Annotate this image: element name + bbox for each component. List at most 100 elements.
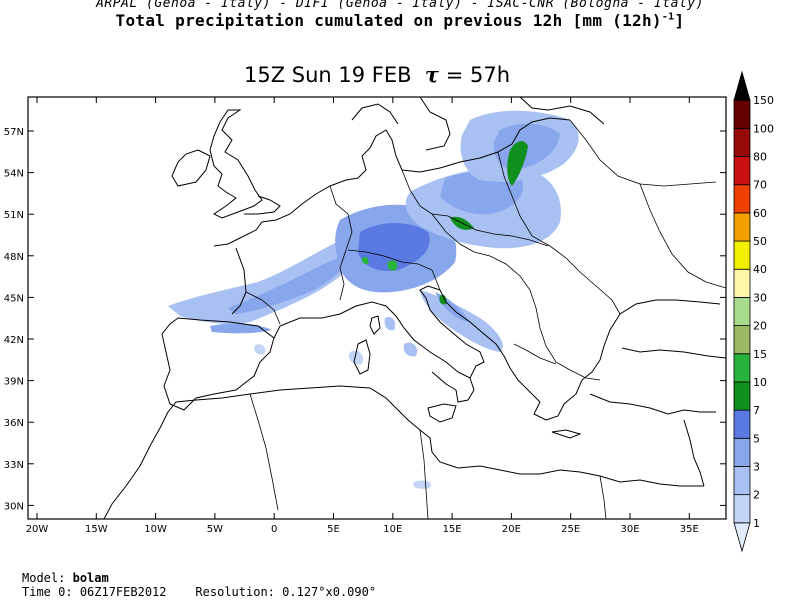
footer-model: Model: bolam: [22, 571, 109, 585]
precip-core-france: [228, 256, 346, 314]
precip-green-alps: [387, 260, 398, 271]
border-alps: [347, 249, 441, 291]
lon-label: 15E: [443, 524, 462, 535]
colorbar-segment: [733, 409, 751, 439]
axis-ticks: [28, 97, 726, 519]
lat-label: 51N: [4, 210, 24, 221]
colorbar-segment: [733, 127, 751, 157]
precip-green-swiss: [361, 256, 369, 265]
precip-adriatic: [420, 290, 503, 352]
coast-gulf-finland: [519, 97, 605, 125]
lon-label: 5W: [207, 524, 223, 535]
coast-italy-east: [419, 285, 485, 379]
coast-great-britain: [209, 109, 263, 219]
colorbar: 1 2 3 5 7 10 15 20 30 40 50 60 70 80 100 150: [733, 70, 774, 553]
coastlines: [103, 97, 726, 519]
colorbar-segment: [733, 381, 751, 411]
colorbar-label: 10: [753, 376, 767, 389]
border-france-germany-italy: [329, 185, 353, 301]
lat-label: 45N: [4, 293, 24, 304]
coast-north-sea: [213, 147, 371, 247]
colorbar-segment: [733, 156, 751, 186]
map-frame: [27, 96, 727, 520]
precip-green-baltic: [507, 141, 528, 186]
valid-time-title: 15Z Sun 19 FEB τ = 57h: [243, 62, 511, 87]
footer-run-info: Time 0: 06Z17FEB2012 Resolution: 0.127°x…: [22, 585, 377, 599]
colorbar-segment: [733, 494, 751, 524]
coast-norway-south: [351, 103, 399, 125]
coast-north-africa: [167, 385, 704, 487]
map-background: [28, 97, 726, 519]
colorbar-label: 7: [753, 404, 760, 417]
longitude-labels: 20W 15W 10W 5W 0 5E 10E 15E 20E 25E 30E 35E: [26, 524, 699, 535]
colorbar-label: 70: [753, 179, 767, 192]
lon-label: 5E: [327, 524, 340, 535]
lon-label: 25E: [561, 524, 580, 535]
border-libya-egypt: [599, 475, 607, 519]
lat-label: 54N: [4, 169, 24, 180]
coast-balkans: [439, 289, 601, 421]
coast-ireland: [171, 149, 211, 187]
precip-corsica: [384, 316, 396, 331]
colorbar-label: 20: [753, 320, 767, 333]
colorbar-segment: [733, 99, 751, 129]
lat-label: 42N: [4, 335, 24, 346]
coast-crete: [551, 429, 582, 439]
lon-label: 30E: [620, 524, 639, 535]
border-france-spain: [245, 291, 281, 325]
colorbar-segment: [733, 437, 751, 467]
colorbar-segment: [733, 353, 751, 383]
precip-sardinia: [348, 350, 364, 365]
coast-turkey-south: [589, 393, 716, 415]
lat-label: 30N: [4, 501, 24, 512]
precip-iberia-patch: [254, 344, 266, 355]
precip-alps-core: [358, 223, 430, 272]
coast-italy-west: [339, 301, 475, 403]
coast-levant: [683, 419, 705, 487]
lat-label: 48N: [4, 252, 24, 263]
colorbar-segment: [733, 297, 751, 326]
colorbar-label: 2: [753, 489, 760, 502]
colorbar-label: 1: [753, 517, 760, 530]
lat-label: 57N: [4, 127, 24, 138]
coast-iberia: [161, 317, 275, 411]
precip-green-istria: [439, 294, 447, 305]
lon-label: 20E: [502, 524, 521, 535]
lon-label: 15W: [85, 524, 108, 535]
border-albania: [513, 343, 557, 365]
colorbar-segment: [733, 240, 751, 270]
border-pannonia-balkans: [431, 213, 601, 381]
product-title: Total precipitation cumulated on previou…: [115, 11, 685, 30]
coast-sweden-south: [419, 97, 451, 151]
colorbar-label: 100: [753, 122, 774, 135]
coast-baltic-south: [369, 117, 571, 173]
institutions-line: ARPAL (Genoa - Italy) - DIFI (Genoa - It…: [96, 0, 704, 11]
coast-sicily: [427, 403, 457, 423]
colorbar-segment: [733, 212, 751, 242]
latitude-labels: 57N 54N 51N 48N 45N 42N 39N 36N 33N 30N: [4, 127, 24, 512]
border-morocco-algeria: [249, 393, 279, 511]
colorbar-label: 3: [753, 460, 760, 473]
precip-africa-patch: [413, 480, 431, 489]
coast-atlantic-morocco: [103, 411, 169, 519]
lon-label: 35E: [680, 524, 699, 535]
lon-label: 0: [271, 524, 277, 535]
coast-black-sea-west: [599, 299, 721, 361]
colorbar-label: 15: [753, 348, 767, 361]
colorbar-label: 50: [753, 235, 767, 248]
coast-sardinia: [353, 339, 371, 375]
lat-label: 36N: [4, 418, 24, 429]
coast-black-sea-south: [621, 347, 726, 359]
lon-label: 10E: [383, 524, 402, 535]
precipitation-field: [168, 110, 579, 489]
colorbar-segment: [733, 184, 751, 214]
colorbar-segment: [733, 522, 751, 553]
border-central-europe: [401, 169, 549, 247]
precip-band-france: [168, 235, 367, 325]
colorbar-segment: [733, 466, 751, 496]
border-algeria-tunisia-libya: [419, 429, 429, 519]
colorbar-label: 30: [753, 291, 767, 304]
colorbar-segment: [733, 70, 751, 101]
coast-gulf-lion: [273, 313, 341, 339]
